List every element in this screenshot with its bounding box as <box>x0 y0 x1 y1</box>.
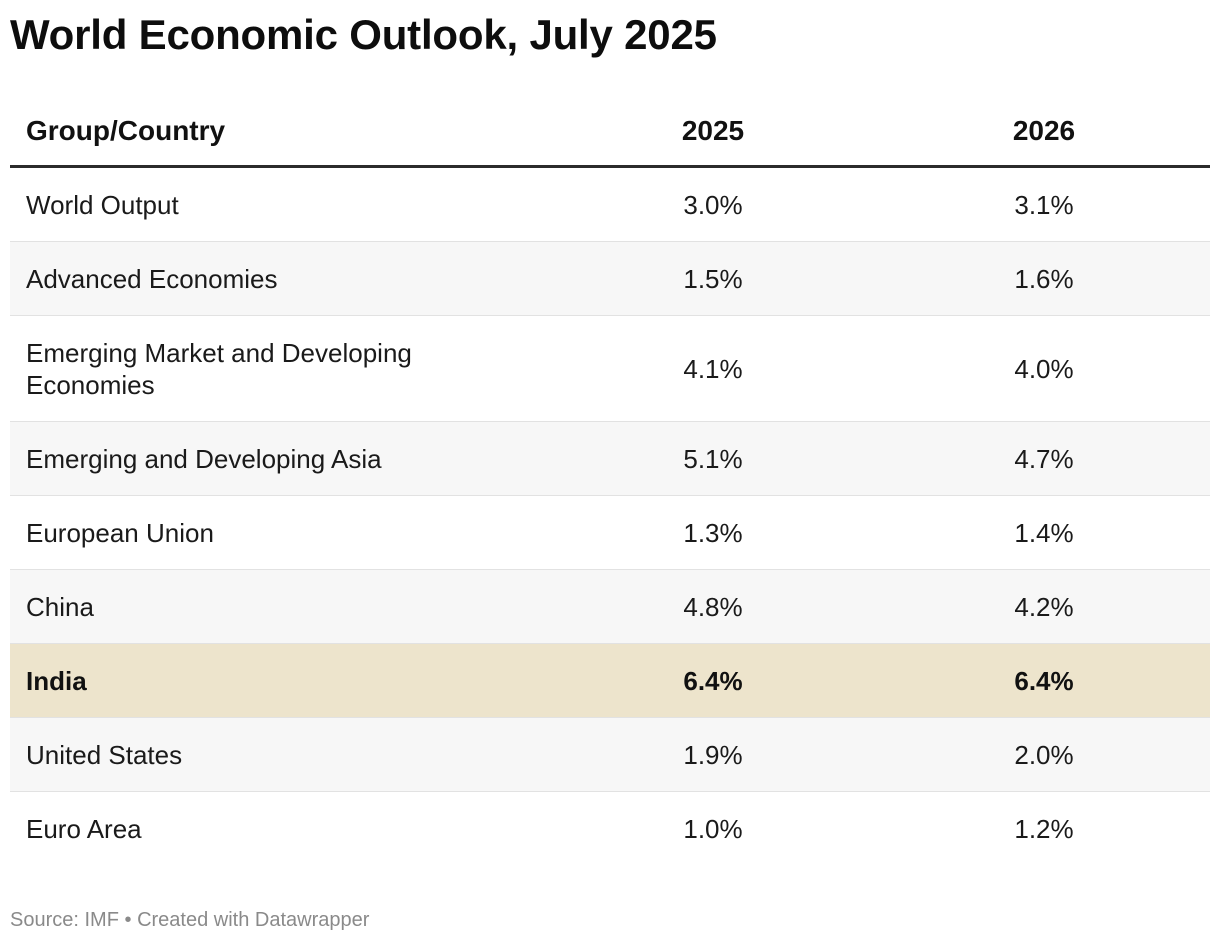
table-row: European Union 1.3% 1.4% <box>10 496 1210 570</box>
value-2025: 4.1% <box>683 353 743 384</box>
row-label: Euro Area <box>26 814 142 844</box>
row-label: World Output <box>26 189 179 220</box>
column-header-group-country: Group/Country <box>26 114 226 146</box>
datawrapper-credit-link[interactable]: Created with Datawrapper <box>137 909 370 931</box>
value-2026: 6.4% <box>1014 665 1074 696</box>
table-row: World Output 3.0% 3.1% <box>10 168 1210 242</box>
row-label: China <box>26 591 94 622</box>
row-label: Emerging and Developing Asia <box>26 443 382 474</box>
footer-separator: • <box>124 909 132 931</box>
value-2025: 1.0% <box>683 814 743 844</box>
row-label: United States <box>26 739 183 770</box>
value-2026: 1.2% <box>1014 814 1074 844</box>
table-row: China 4.8% 4.2% <box>10 570 1210 644</box>
data-table: Group/Country 2025 2026 World Output 3.0… <box>10 96 1210 866</box>
chart-title: World Economic Outlook, July 2025 <box>10 11 717 58</box>
table-row: Emerging Market and Developing Economies… <box>10 316 1210 422</box>
row-label: India <box>26 665 87 696</box>
value-2025: 1.5% <box>683 263 743 294</box>
row-label: Advanced Economies <box>26 263 278 294</box>
source-text: Source: IMF <box>10 909 119 931</box>
table-row-highlighted: India 6.4% 6.4% <box>10 644 1210 718</box>
table-header-row: Group/Country 2025 2026 <box>10 96 1210 168</box>
value-2026: 1.6% <box>1014 263 1074 294</box>
row-label: European Union <box>26 517 214 548</box>
column-header-2025: 2025 <box>681 114 745 146</box>
value-2025: 4.8% <box>683 591 743 622</box>
table-row: Emerging and Developing Asia 5.1% 4.7% <box>10 422 1210 496</box>
value-2026: 2.0% <box>1014 739 1074 770</box>
table-row: Advanced Economies 1.5% 1.6% <box>10 242 1210 316</box>
value-2026: 4.0% <box>1014 353 1074 384</box>
value-2026: 4.2% <box>1014 591 1074 622</box>
value-2026: 4.7% <box>1014 443 1074 474</box>
table-row: Euro Area 1.0% 1.2% <box>10 792 1210 866</box>
row-label: Emerging Market and Developing Economies <box>26 337 412 400</box>
value-2025: 1.9% <box>683 739 743 770</box>
column-header-2026: 2026 <box>1012 114 1076 146</box>
value-2026: 3.1% <box>1014 189 1074 220</box>
table-row: United States 1.9% 2.0% <box>10 718 1210 792</box>
value-2025: 6.4% <box>683 665 743 696</box>
value-2025: 1.3% <box>683 517 743 548</box>
value-2026: 1.4% <box>1014 517 1074 548</box>
source-footer: Source: IMF • Created with Datawrapper <box>10 906 369 934</box>
value-2025: 5.1% <box>683 443 743 474</box>
value-2025: 3.0% <box>683 189 743 220</box>
